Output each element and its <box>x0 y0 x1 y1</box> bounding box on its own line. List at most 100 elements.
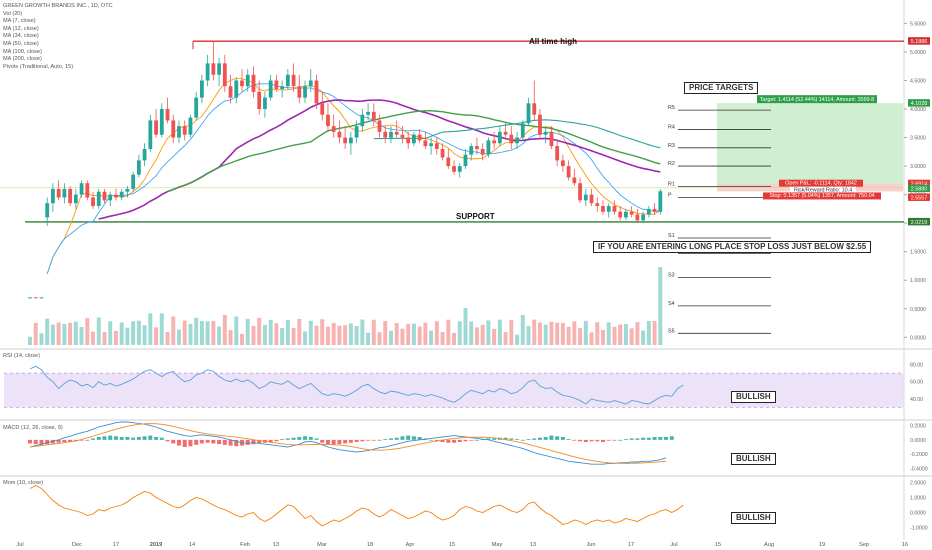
macd-histogram-bar <box>308 437 313 440</box>
volume-bar <box>108 321 113 345</box>
mom-axis-label: -1.0000 <box>910 526 928 532</box>
legend-vol[interactable]: Vol (20) <box>3 10 23 17</box>
macd-histogram-bar <box>669 436 674 440</box>
price-tag: 5.1886 <box>911 39 928 45</box>
volume-bar <box>480 324 485 345</box>
volume-bar <box>85 318 90 345</box>
legend-ma-100[interactable]: MA (100, close) <box>3 48 42 55</box>
macd-histogram-bar <box>641 437 646 440</box>
target-info: Target: 1.4114 (52.44%) 14114, Amount: 3… <box>760 97 874 103</box>
macd-histogram-bar <box>537 437 542 440</box>
macd-histogram-bar <box>549 435 554 440</box>
x-axis-label: Feb <box>240 542 250 548</box>
macd-histogram-bar <box>91 438 96 440</box>
macd-histogram-bar <box>526 439 531 440</box>
candle-body <box>601 206 605 212</box>
macd-histogram-bar <box>228 439 233 446</box>
candle-body <box>188 117 193 135</box>
candle-body <box>566 166 571 178</box>
volume-bar <box>474 327 479 345</box>
macd-histogram-bar <box>108 435 113 440</box>
volume-bar <box>331 322 336 345</box>
candle-body <box>79 183 84 195</box>
x-axis-label: Jun <box>586 542 595 548</box>
candle-body <box>423 140 428 147</box>
macd-histogram-bar <box>354 439 359 442</box>
volume-bar <box>520 315 525 345</box>
volume-bar <box>377 332 382 345</box>
pivot-label-r5: R5 <box>668 105 675 111</box>
macd-histogram-bar <box>578 439 583 442</box>
macd-histogram-bar <box>503 437 508 440</box>
macd-histogram-bar <box>119 437 124 440</box>
volume-bar <box>612 326 617 345</box>
volume-bar <box>388 330 393 345</box>
price-axis-label: 5.5000 <box>910 21 926 27</box>
x-axis-label: Jul <box>16 542 23 548</box>
legend-ma-7[interactable]: MA (7, close) <box>3 18 36 25</box>
macd-histogram-bar <box>33 439 38 445</box>
candle-body <box>538 114 542 135</box>
macd-histogram-bar <box>154 437 159 440</box>
volume-bar <box>171 316 176 345</box>
legend-pivots[interactable]: Pivots (Traditional, Auto, 15) <box>3 63 74 70</box>
volume-bar <box>136 320 141 345</box>
candle-body <box>457 166 462 172</box>
macd-signal-line <box>29 423 667 464</box>
volume-bar <box>549 321 554 345</box>
volume-bar <box>176 329 181 345</box>
macd-histogram-bar <box>251 439 256 445</box>
macd-histogram-bar <box>222 439 227 445</box>
volume-bar <box>503 332 508 345</box>
volume-bar <box>205 321 210 345</box>
price-axis-label: 0.0000 <box>910 335 926 341</box>
volume-bar <box>366 332 371 345</box>
volume-bar <box>423 322 428 345</box>
candle-body <box>274 80 279 90</box>
candle-body <box>492 140 497 144</box>
macd-histogram-bar <box>509 438 514 440</box>
candle-body <box>108 194 113 201</box>
macd-histogram-bar <box>429 439 434 441</box>
x-axis-label: May <box>492 542 503 548</box>
macd-histogram-bar <box>532 438 537 440</box>
macd-axis-label: -0.2000 <box>910 452 928 458</box>
symbol-title[interactable]: GREEN GROWTH BRANDS INC., 1D, OTC <box>3 3 113 9</box>
candle-body <box>56 188 61 198</box>
volume-bar <box>572 321 577 345</box>
candle-body <box>320 103 325 115</box>
macd-histogram-bar <box>56 439 61 443</box>
macd-histogram-bar <box>234 439 239 447</box>
rsi-pane-title[interactable]: RSI (14, close) <box>3 353 40 359</box>
x-axis-label: 15 <box>449 542 455 548</box>
macd-histogram-bar <box>136 437 141 440</box>
ratio-info-bg <box>790 186 856 194</box>
macd-histogram-bar <box>492 438 497 440</box>
macd-histogram-bar <box>635 438 640 440</box>
legend-ma-12[interactable]: MA (12, close) <box>3 25 39 32</box>
momentum-line <box>29 484 684 527</box>
candle-body <box>119 191 124 198</box>
price-tag-bg <box>908 184 930 193</box>
legend-ma-34[interactable]: MA (34, close) <box>3 33 39 40</box>
legend-ma-50[interactable]: MA (50, close) <box>3 40 39 47</box>
candle-body <box>228 86 233 98</box>
volume-bar <box>79 327 84 345</box>
macd-pane-title[interactable]: MACD (12, 26, close, 9) <box>3 425 63 431</box>
candle-body <box>28 297 32 299</box>
macd-histogram-bar <box>113 436 118 440</box>
mom-pane-title[interactable]: Mom (10, close) <box>3 480 44 486</box>
volume-bar <box>257 317 262 345</box>
macd-histogram-bar <box>515 439 520 440</box>
macd-histogram-bar <box>400 436 405 440</box>
price-tag: 2.0219 <box>911 220 928 226</box>
candle-body <box>125 188 130 192</box>
candle-body <box>96 191 101 207</box>
candle-body <box>383 131 388 138</box>
candle-body <box>343 137 348 144</box>
legend-ma-200[interactable]: MA (200, close) <box>3 56 42 63</box>
macd-histogram-bar <box>606 439 611 441</box>
price-axis-label: 3.5000 <box>910 136 926 142</box>
price-tag-bg <box>908 217 930 226</box>
candle-body <box>33 297 38 299</box>
